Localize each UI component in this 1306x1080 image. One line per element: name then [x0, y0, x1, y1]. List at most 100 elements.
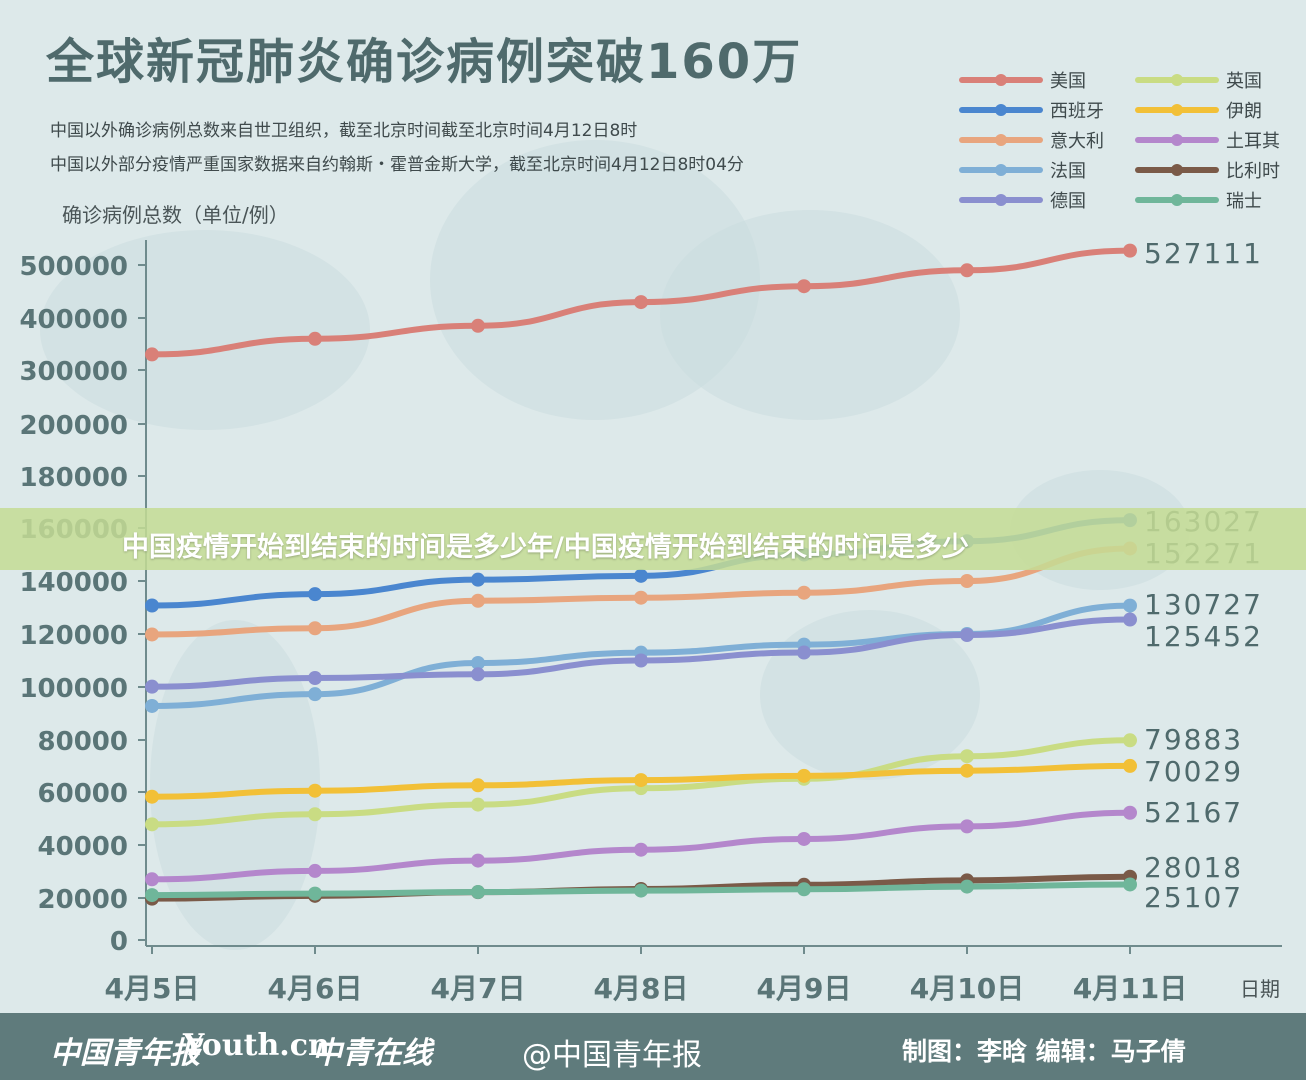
- legend-label: 美国: [1050, 71, 1086, 92]
- end-value-label: 25107: [1144, 881, 1243, 914]
- data-point: [145, 679, 159, 694]
- data-point: [1123, 733, 1137, 748]
- source-note-jhu: 中国以外部分疫情严重国家数据来自约翰斯・霍普金斯大学，截至北京时间4月12日8时…: [50, 155, 744, 175]
- legend-item: 德国: [959, 191, 1086, 212]
- end-value-label: 28018: [1144, 851, 1243, 884]
- data-point: [797, 585, 811, 600]
- world-map-shape: [40, 230, 370, 430]
- legend-item: 瑞士: [1135, 191, 1262, 212]
- data-point: [960, 879, 974, 894]
- data-point: [145, 598, 159, 613]
- legend-swatch-dot: [1171, 164, 1183, 176]
- series-5: 125452: [145, 612, 1263, 694]
- y-tick-label: 140000: [19, 568, 128, 598]
- data-point: [308, 331, 322, 346]
- data-point: [308, 863, 322, 878]
- series-1: 527111: [145, 237, 1263, 362]
- legend-item: 比利时: [1135, 161, 1280, 182]
- data-point: [1123, 612, 1137, 627]
- x-tick-label: 4月10日: [910, 972, 1024, 1005]
- legend-swatch-dot: [995, 164, 1007, 176]
- y-tick-label: 180000: [19, 463, 128, 493]
- data-point: [471, 778, 485, 793]
- legend-item: 西班牙: [959, 101, 1104, 122]
- data-point: [308, 671, 322, 686]
- data-point: [797, 279, 811, 294]
- legend-item: 英国: [1135, 71, 1262, 92]
- legend-label: 法国: [1050, 161, 1086, 182]
- data-point: [308, 807, 322, 822]
- x-tick-label: 4月6日: [268, 972, 363, 1005]
- data-point: [145, 872, 159, 887]
- data-point: [471, 853, 485, 868]
- data-point: [145, 347, 159, 362]
- data-point: [308, 587, 322, 602]
- chart-title: 全球新冠肺炎确诊病例突破160万: [46, 34, 803, 90]
- legend-label: 比利时: [1226, 161, 1280, 182]
- end-value-label: 52167: [1144, 796, 1243, 829]
- data-point: [797, 831, 811, 846]
- end-value-label: 527111: [1144, 237, 1263, 270]
- x-axis-label: 日期: [1240, 977, 1280, 1001]
- legend-label: 伊朗: [1226, 101, 1262, 122]
- data-point: [145, 627, 159, 642]
- data-point: [960, 749, 974, 764]
- data-point: [634, 590, 648, 605]
- series-8: 52167: [145, 796, 1243, 887]
- data-point: [634, 773, 648, 788]
- legend-item: 土耳其: [1135, 131, 1280, 152]
- end-value-label: 125452: [1144, 620, 1263, 653]
- data-point: [1123, 805, 1137, 820]
- world-map-shape: [660, 210, 960, 420]
- x-tick-label: 4月5日: [105, 972, 200, 1005]
- data-point: [145, 789, 159, 804]
- footer-weibo-handle: @中国青年报: [522, 1038, 702, 1073]
- footer-bar: [0, 1013, 1306, 1080]
- data-point: [145, 817, 159, 832]
- data-point: [308, 621, 322, 636]
- x-tick-label: 4月8日: [594, 972, 689, 1005]
- series-7: 70029: [145, 755, 1241, 804]
- legend-item: 美国: [959, 71, 1086, 92]
- legend-label: 英国: [1226, 71, 1262, 92]
- footer-credit: 制图：李晗 编辑：马子倩: [902, 1037, 1186, 1066]
- y-tick-label: 20000: [38, 885, 128, 915]
- x-tick-label: 4月11日: [1073, 972, 1187, 1005]
- y-tick-label: 300000: [19, 357, 128, 387]
- data-point: [960, 627, 974, 642]
- data-point: [797, 645, 811, 660]
- data-point: [145, 698, 159, 713]
- data-point: [960, 263, 974, 278]
- data-point: [471, 318, 485, 333]
- legend-swatch-dot: [995, 134, 1007, 146]
- y-tick-label: 40000: [38, 832, 128, 862]
- legend-label: 西班牙: [1050, 101, 1104, 122]
- legend-item: 法国: [959, 161, 1086, 182]
- data-point: [960, 819, 974, 834]
- data-point: [471, 655, 485, 670]
- legend-swatch-dot: [1171, 134, 1183, 146]
- data-point: [797, 882, 811, 897]
- y-tick-label: 100000: [19, 674, 128, 704]
- data-point: [797, 768, 811, 783]
- y-tick-label: 120000: [19, 621, 128, 651]
- legend-label: 意大利: [1050, 131, 1104, 152]
- legend-swatch-dot: [995, 194, 1007, 206]
- data-point: [634, 568, 648, 583]
- y-tick-label: 200000: [19, 411, 128, 441]
- legend-label: 德国: [1050, 191, 1086, 212]
- data-point: [1123, 243, 1137, 258]
- data-point: [634, 295, 648, 310]
- end-value-label: 130727: [1144, 588, 1263, 621]
- legend-swatch-dot: [995, 74, 1007, 86]
- data-point: [634, 842, 648, 857]
- x-tick-label: 4月9日: [757, 972, 852, 1005]
- legend-swatch-dot: [1171, 104, 1183, 116]
- legend-swatch-dot: [1171, 74, 1183, 86]
- legend-swatch-dot: [995, 104, 1007, 116]
- data-point: [145, 888, 159, 903]
- data-point: [634, 653, 648, 668]
- y-tick-label: 60000: [38, 779, 128, 809]
- overlay-banner: [0, 508, 1306, 570]
